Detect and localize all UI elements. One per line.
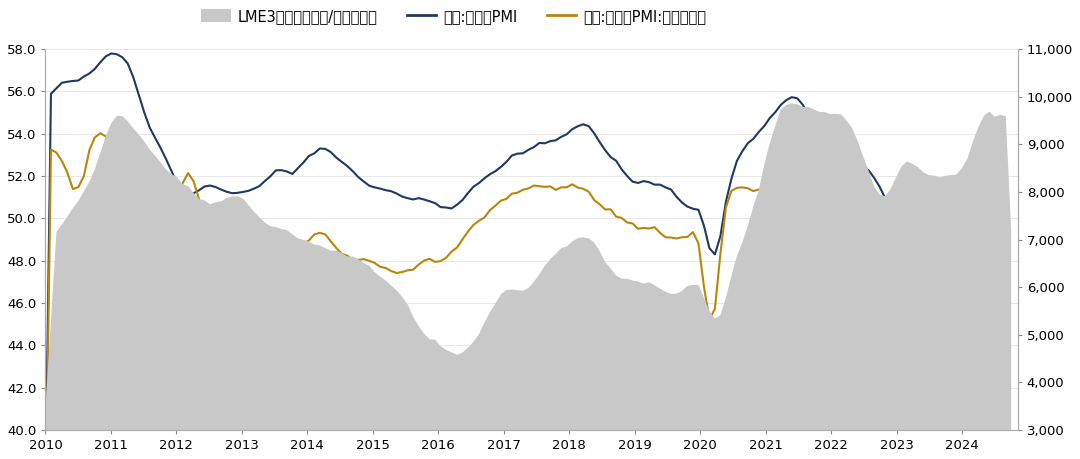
Legend: LME3个月铜（美元/吨，右轴）, 全球:制造业PMI, 中国:制造业PMI:新出口订单: LME3个月铜（美元/吨，右轴）, 全球:制造业PMI, 中国:制造业PMI:新… xyxy=(195,3,712,30)
